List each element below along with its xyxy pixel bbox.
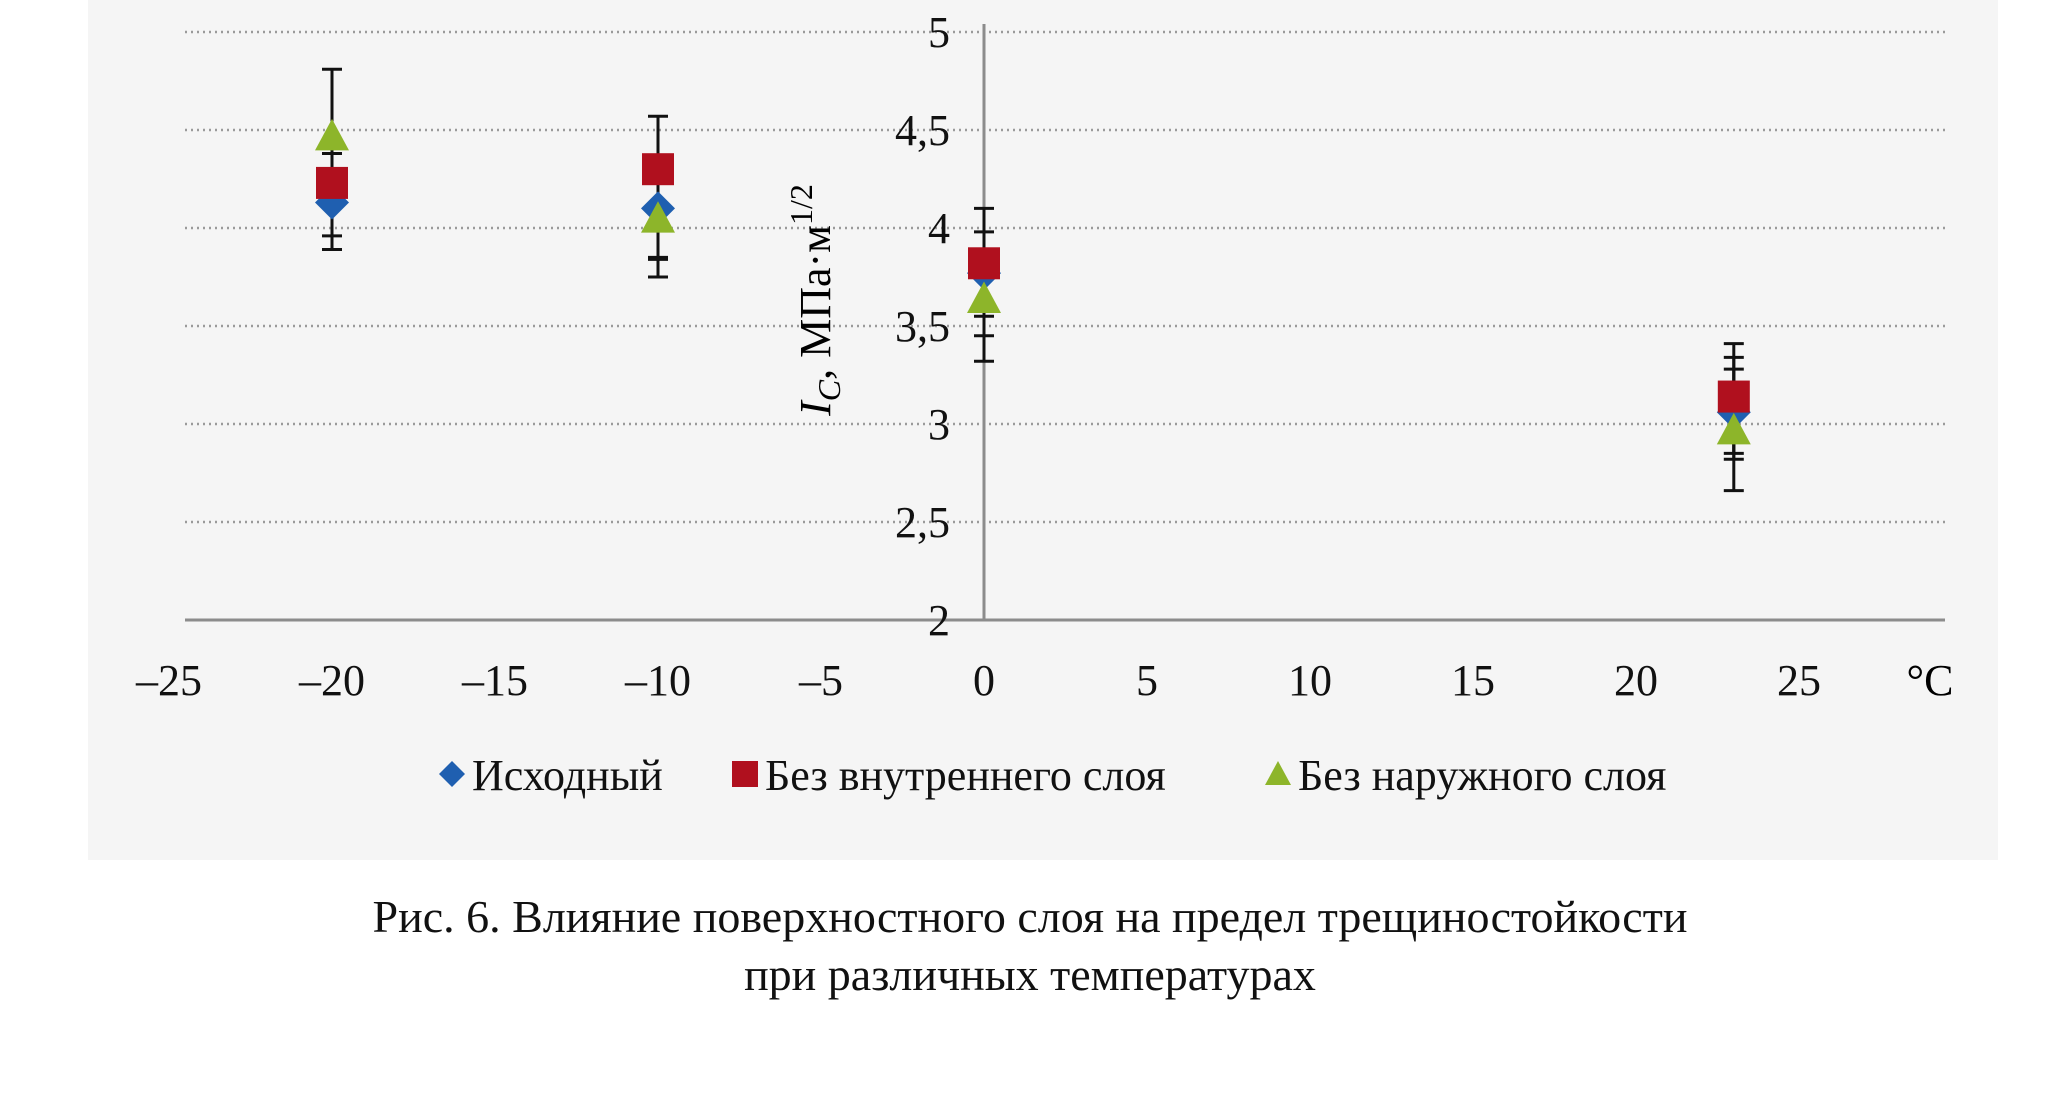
legend: Исходный Без внутреннего слоя Без наружног… xyxy=(439,751,1666,800)
x-tick-label: –5 xyxy=(798,656,843,705)
y-axis-label: IC, МПа·м1/2 xyxy=(783,184,847,417)
x-tick-label: –10 xyxy=(624,656,691,705)
y-axis-label-unit: , МПа·м xyxy=(791,225,840,380)
square-marker xyxy=(968,247,1000,280)
figure-caption-line-1: Рис. 6. Влияние поверхностного слоя на п… xyxy=(372,891,1688,942)
plot-panel xyxy=(88,0,1998,860)
legend-label: Исходный xyxy=(472,751,663,800)
y-tick-label: 3 xyxy=(928,400,950,449)
y-tick-label: 2,5 xyxy=(895,498,950,547)
legend-triangle-marker xyxy=(1265,761,1291,786)
x-tick-label: 0 xyxy=(973,656,995,705)
legend-square-marker xyxy=(732,761,758,787)
figure-caption-line-2: при различных температурах xyxy=(744,949,1316,1000)
triangle-marker xyxy=(315,118,349,151)
x-tick-label: 25 xyxy=(1777,656,1821,705)
x-tick-label: –25 xyxy=(135,656,202,705)
legend-label: Без внутреннего слоя xyxy=(765,751,1166,800)
y-tick-label: 5 xyxy=(928,8,950,57)
square-marker xyxy=(642,153,674,186)
chart: –25 –20 –15 –10 –5 0 5 10 15 20 25 2 2,5 3 3,5 4 4,5 5 °C… xyxy=(135,8,1954,800)
svg-text:IC, МПа·м1/2: IC, МПа·м1/2 xyxy=(783,184,847,417)
axes xyxy=(185,24,1945,622)
x-tick-label: 5 xyxy=(1136,656,1158,705)
triangle-marker xyxy=(641,201,675,233)
square-marker xyxy=(1717,380,1750,413)
x-tick-label: –15 xyxy=(461,656,528,705)
grid-lines xyxy=(185,30,1945,524)
y-axis-label-superscript: 1/2 xyxy=(783,184,819,225)
x-tick-label: 15 xyxy=(1451,656,1495,705)
legend-label: Без наружного слоя xyxy=(1298,751,1666,800)
x-tick-label: –20 xyxy=(298,656,365,705)
y-tick-label: 2 xyxy=(928,596,950,645)
y-axis-label-subscript: C xyxy=(811,379,847,401)
data-markers xyxy=(315,118,1751,445)
x-axis-label: °C xyxy=(1907,656,1954,705)
y-axis-label-symbol: I xyxy=(791,399,840,417)
y-tick-label: 4 xyxy=(928,204,950,253)
error-bars xyxy=(322,67,1744,493)
x-tick-label: 20 xyxy=(1614,656,1658,705)
x-tick-label: 10 xyxy=(1288,656,1332,705)
triangle-marker xyxy=(1716,412,1751,445)
triangle-marker xyxy=(967,281,1001,314)
square-marker xyxy=(316,166,348,199)
y-tick-label: 4,5 xyxy=(895,106,950,155)
y-tick-label: 3,5 xyxy=(895,302,950,351)
legend-diamond-marker xyxy=(439,761,465,787)
tick-labels: –25 –20 –15 –10 –5 0 5 10 15 20 25 2 2,5 3 3,5 4 4,5 5 xyxy=(135,8,1821,705)
